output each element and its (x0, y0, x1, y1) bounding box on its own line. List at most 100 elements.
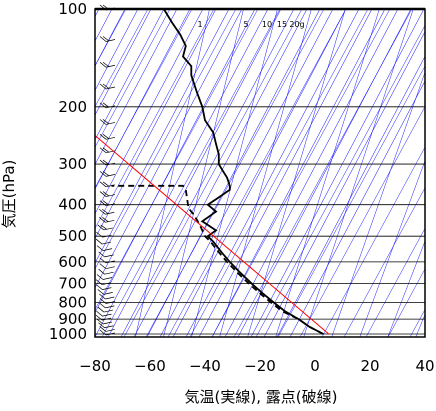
aux-line (224, 9, 399, 337)
wind-barb-flag (99, 329, 107, 336)
wind-barb-flag (102, 147, 110, 153)
wind-barbs (95, 4, 116, 336)
aux-line (233, 9, 413, 337)
wind-barb-flag (99, 293, 106, 300)
wind-barb-flag (99, 263, 107, 269)
wind-barb-flag (96, 231, 103, 238)
x-tick-labels: −80 −60 −40 −20 0 20 40 (79, 357, 434, 375)
y-tick-label: 200 (58, 98, 87, 116)
wind-barb-flag (99, 102, 107, 109)
wind-barb (102, 248, 113, 251)
aux-line (219, 9, 312, 337)
wind-barb-flag (102, 102, 110, 108)
wind-barb-flag (99, 298, 107, 304)
wind-barb-flag (99, 326, 106, 332)
wind-barb-flag (99, 208, 106, 215)
wind-barb (105, 86, 116, 90)
wind-barb (105, 305, 115, 309)
wind-barb (104, 271, 114, 275)
wind-barb (102, 234, 112, 238)
y-tick-label: 300 (58, 155, 87, 173)
wind-barb-flag (99, 159, 107, 166)
mixing-ratio-labels: 1 5 10 15 20g (197, 20, 304, 29)
aux-line (95, 9, 193, 189)
aux-line (247, 9, 346, 337)
wind-barb (105, 219, 115, 223)
aux-line (95, 9, 178, 165)
wind-barb-flag (102, 217, 109, 223)
y-tick-label: 700 (58, 275, 87, 293)
wind-barb (105, 266, 115, 270)
wind-barb-flag (102, 191, 110, 197)
temperature-line (163, 9, 324, 335)
aux-line (95, 9, 204, 215)
y-tick-label: 600 (58, 253, 87, 271)
wind-barb-flag (102, 200, 110, 206)
aux-line (409, 309, 425, 337)
wind-barb-flag (98, 268, 105, 275)
aux-line (211, 9, 391, 337)
aux-line (303, 9, 414, 337)
wind-barb (105, 162, 116, 166)
wind-barb-flag (97, 306, 105, 313)
wind-barb-flag (102, 134, 110, 140)
wind-barb-flag (102, 171, 110, 177)
wind-barb (102, 277, 113, 280)
wind-barb (103, 292, 113, 295)
aux-line (211, 9, 386, 337)
wind-barb-flag (99, 119, 107, 125)
wind-barb-flag (99, 83, 107, 90)
mixing-ratio-label: 1 (197, 20, 202, 29)
y-axis-title: 気圧(hPa) (0, 160, 18, 229)
wind-barb-flag (99, 181, 107, 188)
wind-barb (105, 136, 116, 140)
wind-barb (101, 241, 112, 245)
wind-barb (105, 301, 116, 304)
wind-barb (102, 313, 112, 317)
wind-barb (102, 287, 112, 290)
aux-line (95, 9, 215, 229)
x-tick-label: −60 (134, 357, 166, 375)
isobar-lines (95, 8, 425, 335)
wind-barb (105, 64, 116, 68)
wind-barb-flag (102, 181, 110, 187)
aux-line (159, 9, 334, 337)
mixing-ratio-label: 15 (277, 20, 287, 29)
wind-barb-flag (97, 289, 104, 295)
wind-barb (105, 105, 116, 109)
y-tick-label: 900 (58, 310, 87, 328)
aux-line (95, 9, 256, 313)
aux-line (172, 9, 347, 337)
mixing-ratio-label: 10 (262, 20, 272, 29)
aux-line (95, 9, 269, 337)
wind-barb-flag (99, 191, 107, 197)
wind-barb (105, 203, 116, 207)
wind-barb-flag (98, 251, 105, 258)
wind-barb-flag (98, 322, 105, 329)
aux-line (95, 9, 127, 67)
wind-barb-flag (95, 238, 103, 245)
x-axis-title: 気温(実線), 露点(破線) (185, 388, 338, 406)
wind-barb (101, 282, 112, 285)
aux-line (95, 9, 171, 148)
y-tick-label: 800 (58, 294, 87, 312)
wind-barb-flag (96, 310, 103, 317)
aux-line (95, 9, 237, 270)
wind-barb-flag (102, 36, 110, 42)
y-tick-label: 1000 (49, 325, 87, 343)
wind-barb (104, 254, 114, 258)
aux-line (189, 9, 369, 337)
wind-barb-flag (102, 159, 110, 165)
x-tick-label: 0 (310, 357, 320, 375)
wind-barb-flag (96, 245, 104, 251)
wind-barb (103, 309, 113, 313)
wind-barb-flag (102, 83, 110, 89)
x-tick-label: 20 (360, 357, 379, 375)
wind-barb (104, 325, 114, 329)
wind-barb (105, 260, 115, 264)
dewpoint-line (111, 184, 324, 335)
wind-barb (105, 332, 115, 336)
wind-barb-flag (102, 208, 109, 215)
wind-barb (105, 296, 115, 300)
